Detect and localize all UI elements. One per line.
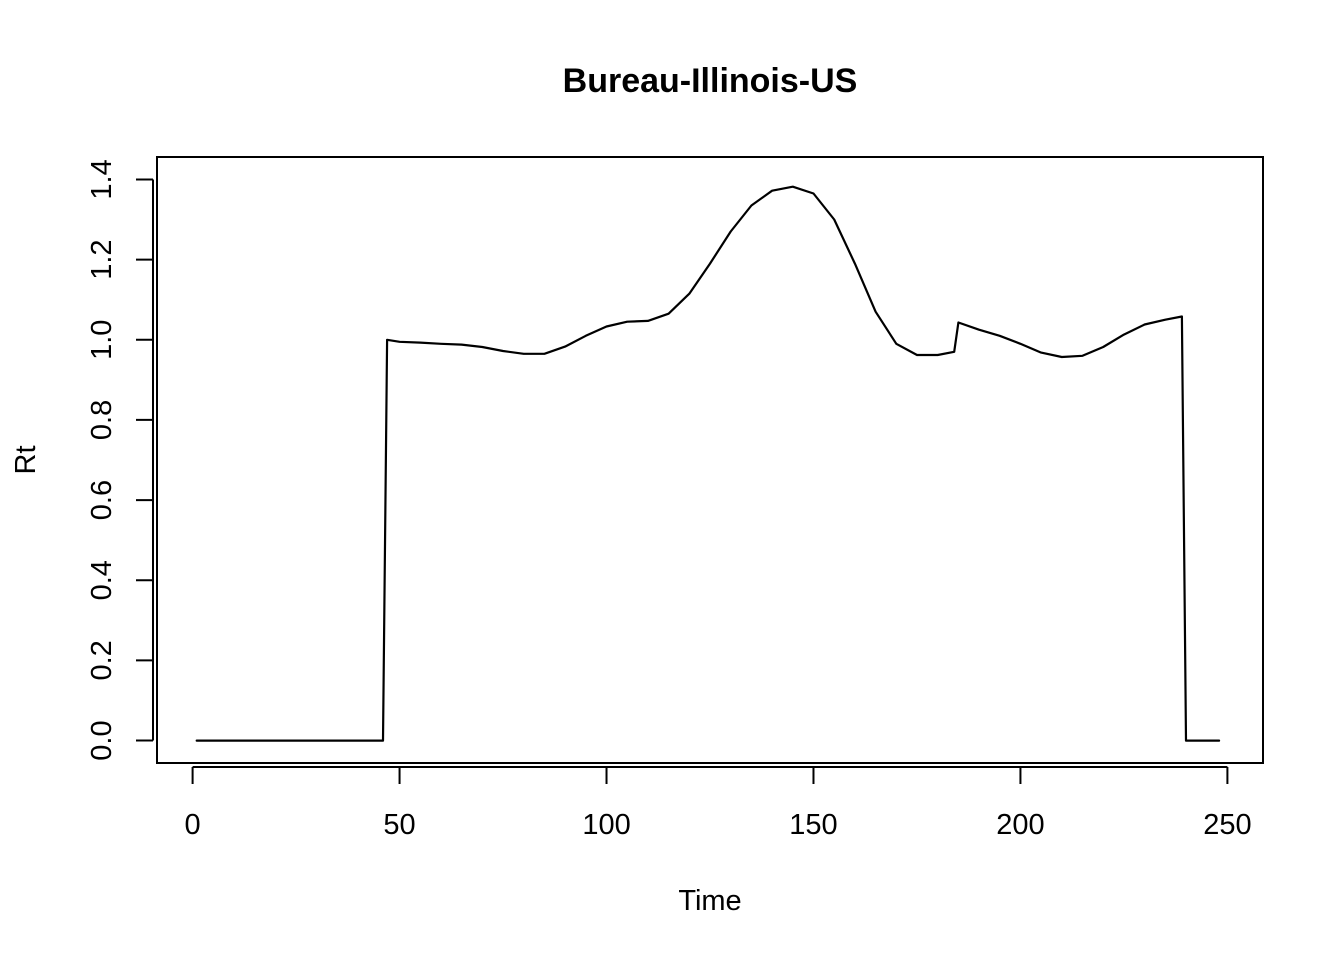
y-tick-label: 0.8	[86, 400, 118, 440]
x-axis: 0 50 100 150 200 250	[185, 766, 1252, 841]
x-tick-label: 100	[582, 809, 630, 841]
y-tick-label: 1.4	[86, 159, 118, 199]
series-line	[195, 185, 1221, 742]
y-axis-label: Rt	[10, 446, 42, 475]
y-tick-label: 0.0	[86, 720, 118, 760]
x-axis-label: Time	[678, 885, 741, 917]
series-layer	[195, 185, 1221, 742]
x-tick-label: 250	[1203, 809, 1251, 841]
y-tick-label: 0.2	[86, 640, 118, 680]
y-tick-label: 0.6	[86, 480, 118, 520]
plot-frame	[156, 156, 1264, 764]
y-tick-label: 1.0	[86, 320, 118, 360]
y-axis: 0.0 0.2 0.4 0.6 0.8 1.0 1.2 1.4	[86, 159, 154, 761]
x-tick-label: 50	[383, 809, 415, 841]
x-tick-label: 200	[996, 809, 1044, 841]
x-tick-label: 0	[185, 809, 201, 841]
y-tick-label: 1.2	[86, 239, 118, 279]
x-tick-label: 150	[789, 809, 837, 841]
chart-title: Bureau-Illinois-US	[563, 62, 858, 100]
y-tick-label: 0.4	[86, 560, 118, 600]
